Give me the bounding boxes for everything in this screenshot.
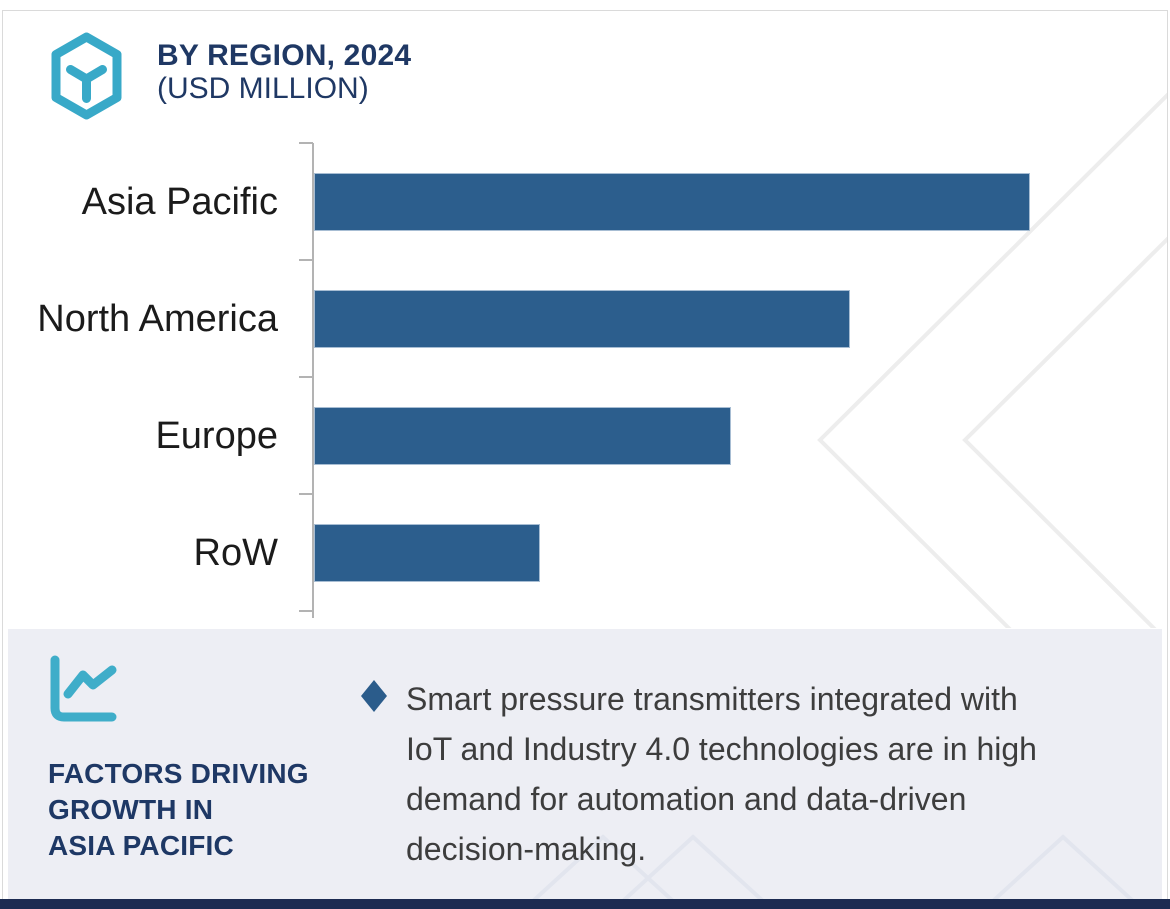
bar-row bbox=[314, 523, 540, 582]
background-chevron-watermark bbox=[817, 92, 1167, 628]
axis-tick bbox=[299, 610, 313, 612]
bar-asia-pacific bbox=[314, 172, 1030, 231]
bullet-text-line: demand for automation and data-driven bbox=[406, 781, 967, 817]
factors-heading-line: ASIA PACIFIC bbox=[48, 830, 234, 861]
line-chart-icon bbox=[50, 655, 117, 722]
bullet-text-line: Smart pressure transmitters integrated w… bbox=[406, 681, 1018, 717]
category-label: RoW bbox=[193, 531, 278, 574]
axis-tick bbox=[299, 142, 313, 144]
y-axis-line bbox=[312, 143, 314, 618]
bullet-text-line: decision-making. bbox=[406, 831, 647, 867]
bar-chart: Asia Pacific North America Europe RoW bbox=[37, 142, 1030, 618]
bar-europe bbox=[314, 406, 731, 465]
axis-tick bbox=[299, 259, 313, 261]
chart-subtitle: (USD MILLION) bbox=[157, 72, 369, 105]
category-label: North America bbox=[37, 297, 278, 340]
panel-chevron-watermark bbox=[532, 834, 1134, 899]
bullet-text: Smart pressure transmitters integrated w… bbox=[406, 674, 1037, 874]
category-label: Asia Pacific bbox=[81, 180, 278, 223]
factors-heading-line: FACTORS DRIVING bbox=[48, 758, 309, 789]
hexagon-cube-icon bbox=[51, 32, 122, 120]
factors-heading-line: GROWTH IN bbox=[48, 794, 214, 825]
factors-heading: FACTORS DRIVING GROWTH IN ASIA PACIFIC bbox=[48, 756, 309, 864]
chart-title-block: BY REGION, 2024 (USD MILLION) bbox=[157, 39, 411, 105]
diamond-bullet-icon bbox=[361, 680, 387, 712]
factors-panel bbox=[8, 629, 1162, 899]
chart-title: BY REGION, 2024 bbox=[157, 39, 412, 72]
bar-north-america bbox=[314, 289, 850, 348]
axis-tick bbox=[299, 376, 313, 378]
bullet-text-line: IoT and Industry 4.0 technologies are in… bbox=[406, 731, 1037, 767]
bottom-accent-bar bbox=[0, 899, 1170, 909]
category-label: Europe bbox=[155, 414, 278, 457]
axis-tick bbox=[299, 493, 313, 495]
